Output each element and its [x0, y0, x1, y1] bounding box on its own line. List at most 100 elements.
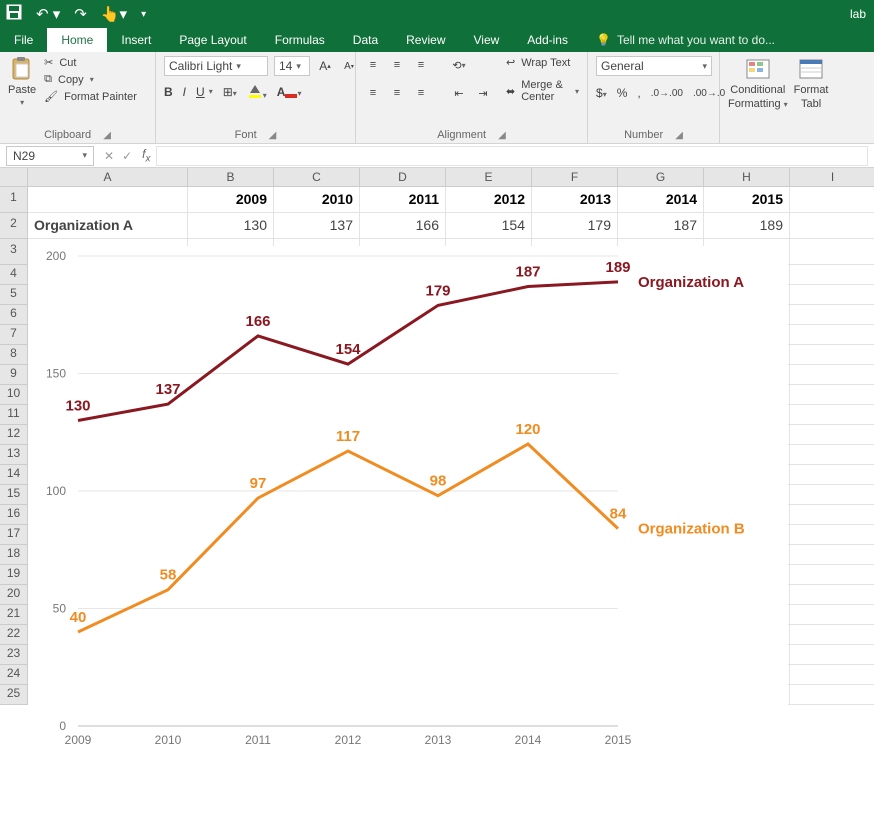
cell[interactable] [790, 545, 874, 565]
row-header[interactable]: 10 [0, 385, 28, 405]
cell[interactable] [790, 345, 874, 365]
redo-icon[interactable]: ↷ [74, 5, 87, 23]
cell[interactable] [790, 605, 874, 625]
col-header[interactable]: C [274, 168, 360, 186]
cell[interactable]: 2014 [618, 187, 704, 213]
col-header[interactable]: A [28, 168, 188, 186]
align-right-icon[interactable]: ≡ [412, 84, 430, 102]
row-header[interactable]: 7 [0, 325, 28, 345]
cell[interactable] [790, 285, 874, 305]
cut-button[interactable]: ✂Cut [44, 56, 137, 69]
row-header[interactable]: 11 [0, 405, 28, 425]
underline-button[interactable]: U [196, 85, 205, 99]
row-header[interactable]: 12 [0, 425, 28, 445]
conditional-formatting-button[interactable]: Conditional Formatting ▾ [728, 56, 788, 110]
cell[interactable]: 2013 [532, 187, 618, 213]
cell[interactable] [790, 625, 874, 645]
decrease-indent-icon[interactable]: ⇤ [450, 84, 468, 102]
comma-button[interactable]: , [637, 86, 640, 100]
font-size-select[interactable]: 14▾ [274, 56, 310, 76]
dialog-launcher-icon[interactable]: ◢ [269, 130, 277, 141]
col-header[interactable]: B [188, 168, 274, 186]
tab-formulas[interactable]: Formulas [261, 28, 339, 52]
cell[interactable]: 130 [188, 213, 274, 239]
row-header[interactable]: 14 [0, 465, 28, 485]
fill-color-button[interactable]: ▾ [247, 82, 267, 101]
cell[interactable] [790, 239, 874, 265]
row-header[interactable]: 21 [0, 605, 28, 625]
undo-icon[interactable]: ↶ ▾ [36, 5, 60, 23]
row-header[interactable]: 15 [0, 485, 28, 505]
cancel-formula-icon[interactable]: ✕ [104, 149, 114, 163]
cell[interactable] [790, 565, 874, 585]
font-color-button[interactable]: A▾ [277, 85, 302, 99]
align-left-icon[interactable]: ≡ [364, 84, 382, 102]
increase-indent-icon[interactable]: ⇥ [474, 84, 492, 102]
row-header[interactable]: 25 [0, 685, 28, 705]
percent-button[interactable]: % [617, 86, 628, 100]
border-button[interactable]: ⊞▾ [223, 85, 237, 99]
cell[interactable] [790, 465, 874, 485]
cell[interactable]: 137 [274, 213, 360, 239]
save-icon[interactable] [6, 4, 22, 24]
dialog-launcher-icon[interactable]: ◢ [498, 130, 506, 141]
row-header[interactable]: 19 [0, 565, 28, 585]
cell[interactable]: 2009 [188, 187, 274, 213]
cell[interactable] [790, 585, 874, 605]
tell-me[interactable]: 💡 Tell me what you want to do... [582, 28, 775, 52]
col-header[interactable]: I [790, 168, 874, 186]
cell[interactable] [790, 445, 874, 465]
paste-button[interactable]: Paste ▾ [8, 56, 36, 107]
cell[interactable]: 2010 [274, 187, 360, 213]
cell[interactable] [790, 265, 874, 285]
wrap-text-button[interactable]: ↩Wrap Text [506, 56, 579, 69]
tab-insert[interactable]: Insert [107, 28, 165, 52]
font-name-select[interactable]: Calibri Light▾ [164, 56, 268, 76]
row-header[interactable]: 1 [0, 187, 28, 213]
tab-page-layout[interactable]: Page Layout [165, 28, 260, 52]
name-box[interactable]: N29 ▾ [6, 146, 94, 166]
cell[interactable] [790, 187, 874, 213]
copy-button[interactable]: ⧉Copy▾ [44, 73, 137, 86]
row-header[interactable]: 6 [0, 305, 28, 325]
number-format-select[interactable]: General▾ [596, 56, 712, 76]
cell[interactable]: 2011 [360, 187, 446, 213]
dialog-launcher-icon[interactable]: ◢ [675, 130, 683, 141]
enter-formula-icon[interactable]: ✓ [122, 149, 132, 163]
select-all-corner[interactable] [0, 168, 28, 186]
tab-review[interactable]: Review [392, 28, 459, 52]
worksheet[interactable]: A B C D E F G H I 1200920102011201220132… [0, 168, 874, 705]
cell[interactable] [790, 385, 874, 405]
tab-file[interactable]: File [0, 28, 47, 52]
tab-home[interactable]: Home [47, 28, 107, 52]
row-header[interactable]: 22 [0, 625, 28, 645]
align-center-icon[interactable]: ≡ [388, 84, 406, 102]
col-header[interactable]: E [446, 168, 532, 186]
row-header[interactable]: 4 [0, 265, 28, 285]
cell[interactable]: 189 [704, 213, 790, 239]
cell[interactable] [790, 685, 874, 705]
tab-view[interactable]: View [460, 28, 514, 52]
merge-center-button[interactable]: ⬌Merge & Center▾ [506, 79, 579, 103]
cell[interactable] [790, 425, 874, 445]
col-header[interactable]: D [360, 168, 446, 186]
cell[interactable]: 2015 [704, 187, 790, 213]
row-header[interactable]: 23 [0, 645, 28, 665]
formula-input[interactable] [156, 146, 868, 166]
italic-button[interactable]: I [183, 85, 186, 99]
cell[interactable] [790, 645, 874, 665]
cell[interactable]: 179 [532, 213, 618, 239]
tab-data[interactable]: Data [339, 28, 392, 52]
qat-customize-icon[interactable]: ▾ [141, 9, 146, 20]
cell[interactable] [790, 325, 874, 345]
cell[interactable] [790, 665, 874, 685]
cell[interactable] [790, 485, 874, 505]
row-header[interactable]: 8 [0, 345, 28, 365]
cell[interactable]: 2012 [446, 187, 532, 213]
cell[interactable] [28, 187, 188, 213]
row-header[interactable]: 3 [0, 239, 28, 265]
row-header[interactable]: 17 [0, 525, 28, 545]
bold-button[interactable]: B [164, 85, 173, 99]
align-bottom-icon[interactable]: ≡ [412, 56, 430, 74]
align-middle-icon[interactable]: ≡ [388, 56, 406, 74]
